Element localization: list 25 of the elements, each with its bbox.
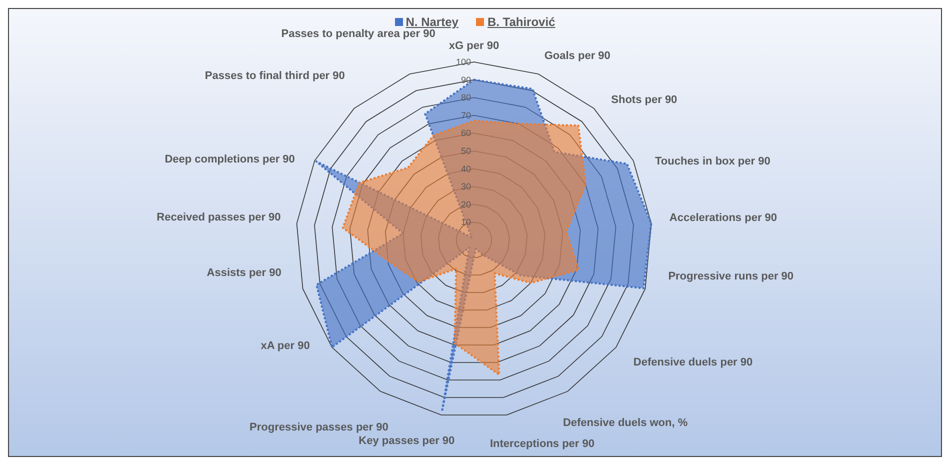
y-tick-label: 40 (460, 164, 471, 174)
spoke-label: Passes to penalty area per 90 (281, 28, 436, 40)
spoke-label: xG per 90 (448, 40, 500, 52)
spoke-label: Touches in box per 90 (655, 155, 770, 168)
legend-label: B. Tahirović (486, 15, 556, 29)
y-tick-label: 60 (460, 128, 471, 138)
spoke-label: xA per 90 (260, 340, 310, 352)
y-tick-label: 30 (460, 182, 471, 192)
legend-label: N. Nartey (404, 15, 458, 29)
spoke-label: Accelerations per 90 (669, 212, 778, 224)
spoke-label: Key passes per 90 (358, 435, 455, 448)
spoke-label: Assists per 90 (206, 266, 282, 279)
spoke-label: Progressive runs per 90 (668, 270, 794, 283)
y-tick-label: 50 (460, 146, 471, 156)
spoke-label: Progressive passes per 90 (250, 421, 388, 434)
spoke-label: Interceptions per 90 (490, 438, 595, 450)
spoke-label: Defensive duels per 90 (633, 356, 753, 369)
spoke-label: Shots per 90 (611, 94, 678, 106)
y-tick-label: 10 (460, 217, 471, 228)
spoke-label: Deep completions per 90 (164, 153, 295, 166)
y-tick-label: 20 (460, 199, 471, 210)
spoke-label: Goals per 90 (544, 50, 610, 62)
spoke-label: Defensive duels won, % (562, 416, 688, 429)
spoke-label: Received passes per 90 (156, 211, 281, 224)
spoke-label: Passes to final third per 90 (204, 70, 345, 82)
